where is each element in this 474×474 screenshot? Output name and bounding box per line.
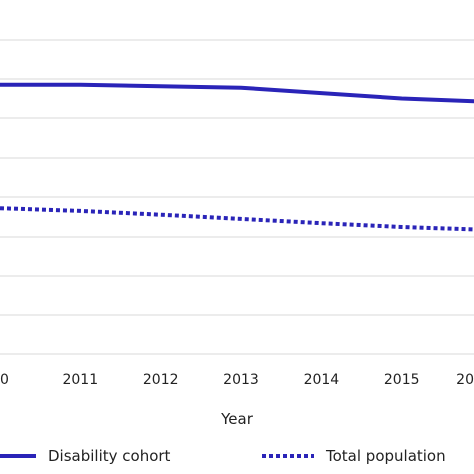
- x-tick-label: 2014: [304, 372, 340, 388]
- series-line-disability-cohort: [0, 82, 474, 104]
- x-tick-label: 2015: [384, 372, 420, 388]
- x-tick-label: 20: [456, 372, 474, 388]
- x-tick-label: 0: [0, 372, 9, 388]
- legend-label-disability-cohort: Disability cohort: [48, 447, 171, 465]
- x-tick-label: 2012: [143, 372, 179, 388]
- x-tick-label: 2013: [223, 372, 259, 388]
- legend: Disability cohort Total population: [0, 447, 446, 465]
- legend-label-total-population: Total population: [325, 447, 446, 465]
- gridlines: [0, 39, 474, 355]
- x-tick-labels: 0 2011 2012 2013 2014 2015 20: [0, 372, 474, 388]
- x-tick-label: 2011: [62, 372, 98, 388]
- series-lines: [0, 82, 474, 232]
- series-line-total-population: [0, 206, 474, 232]
- x-axis-title: Year: [220, 410, 254, 428]
